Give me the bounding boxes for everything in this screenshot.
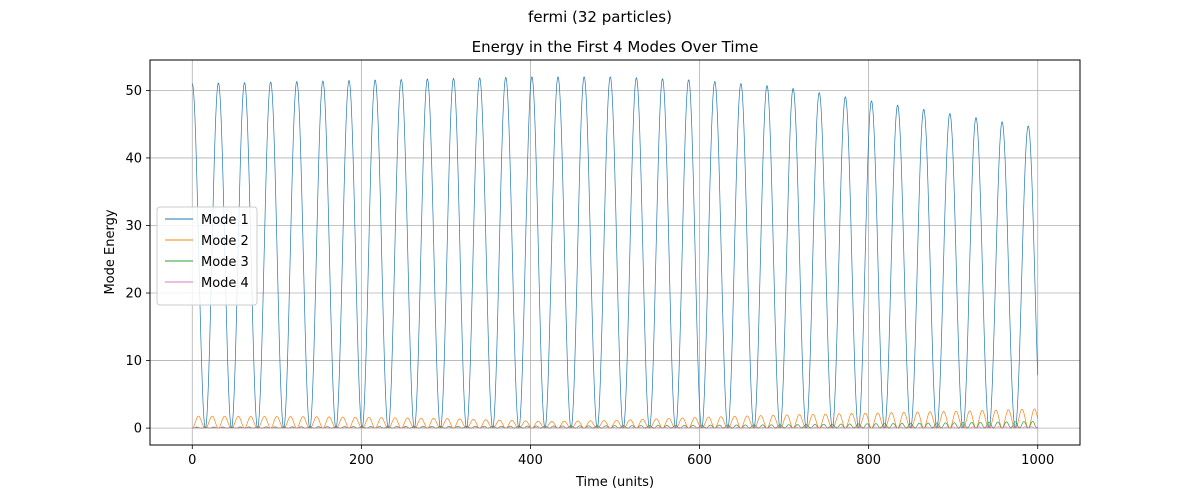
- x-tick-label: 200: [349, 453, 374, 468]
- legend: Mode 1 Mode 2 Mode 3 Mode 4: [156, 206, 258, 306]
- legend-entry: Mode 4: [201, 276, 249, 291]
- legend-entry: Mode 2: [201, 234, 249, 249]
- x-tick-label: 400: [518, 453, 543, 468]
- axes-frame: [149, 59, 1081, 446]
- y-tick-label: 40: [125, 151, 142, 166]
- chart-title: Energy in the First 4 Modes Over Time: [472, 38, 759, 56]
- y-tick-label: 0: [134, 422, 142, 437]
- y-tick-label: 50: [125, 84, 142, 99]
- chart-suptitle: fermi (32 particles): [528, 8, 672, 26]
- y-tick-label: 30: [125, 219, 142, 234]
- legend-box: [156, 206, 258, 306]
- series-layer: [192, 76, 1039, 429]
- series-line-mode-4: [192, 426, 1038, 429]
- tick-layer: 0 200 400 600 800 1000 0 10 20 30 40 50: [125, 84, 1054, 468]
- x-axis-label: Time (units): [575, 475, 654, 490]
- legend-entry: Mode 3: [201, 255, 249, 270]
- series-line-mode-2: [192, 408, 1039, 429]
- x-tick-label: 600: [687, 453, 712, 468]
- legend-entry: Mode 1: [201, 213, 249, 228]
- series-line-mode-1: [192, 76, 1039, 429]
- x-tick-label: 0: [188, 453, 196, 468]
- y-tick-label: 10: [125, 354, 142, 369]
- x-tick-label: 1000: [1021, 453, 1054, 468]
- x-tick-label: 800: [856, 453, 881, 468]
- y-tick-label: 20: [125, 287, 142, 302]
- grid-layer: [150, 60, 1080, 445]
- y-axis-label: Mode Energy: [103, 209, 118, 294]
